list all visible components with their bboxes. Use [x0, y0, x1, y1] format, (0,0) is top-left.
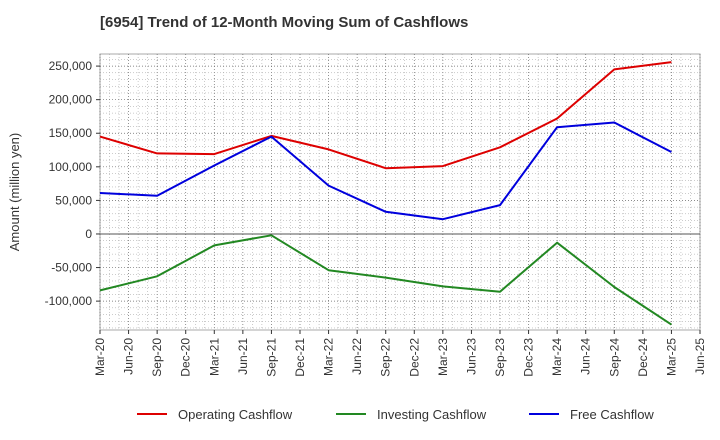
x-tick-label: Mar-20 — [93, 338, 107, 376]
x-tick-label: Sep-21 — [264, 338, 278, 377]
legend-label-operating-cashflow: Operating Cashflow — [178, 407, 293, 422]
grid-lines — [99, 54, 701, 330]
legend: Operating Cashflow Investing Cashflow Free… — [137, 407, 654, 422]
x-tick-label: Jun-21 — [236, 338, 250, 375]
y-tick-label: -100,000 — [45, 294, 93, 308]
plot-area — [99, 53, 701, 331]
y-tick-label: 0 — [85, 227, 92, 241]
x-tick-label: Jun-24 — [579, 338, 593, 375]
y-tick-label: -50,000 — [51, 261, 92, 275]
x-axis-ticks: Mar-20 Jun-20 Sep-20 Dec-20 Mar-21 Jun-21 Sep-… — [93, 330, 707, 377]
series-group — [99, 61, 672, 326]
legend-label-investing-cashflow: Investing Cashflow — [377, 407, 487, 422]
x-tick-label: Mar-25 — [664, 338, 678, 376]
x-tick-label: Jun-20 — [122, 338, 136, 375]
x-tick-label: Mar-21 — [207, 338, 221, 376]
x-tick-label: Mar-23 — [436, 338, 450, 376]
y-tick-label: 50,000 — [55, 193, 92, 207]
x-tick-label: Dec-23 — [522, 338, 536, 377]
y-axis-ticks: 250,000 200,000 150,000 100,000 50,000 0 -50,0… — [45, 59, 100, 308]
legend-label-free-cashflow: Free Cashflow — [570, 407, 654, 422]
y-tick-label: 100,000 — [49, 160, 93, 174]
y-tick-label: 150,000 — [49, 126, 93, 140]
x-tick-label: Sep-23 — [493, 338, 507, 377]
y-axis-title: Amount (million yen) — [7, 133, 22, 252]
x-tick-label: Sep-20 — [150, 338, 164, 377]
x-tick-label: Dec-22 — [407, 338, 421, 377]
x-tick-label: Mar-22 — [322, 338, 336, 376]
x-tick-label: Jun-23 — [464, 338, 478, 375]
x-tick-label: Dec-24 — [636, 338, 650, 377]
x-tick-label: Jun-25 — [693, 338, 707, 375]
x-tick-label: Sep-24 — [607, 338, 621, 377]
y-tick-label: 250,000 — [49, 59, 93, 73]
x-tick-label: Mar-24 — [550, 338, 564, 376]
chart-title: [6954] Trend of 12-Month Moving Sum of C… — [100, 14, 469, 31]
x-tick-label: Dec-20 — [179, 338, 193, 377]
x-tick-label: Jun-22 — [350, 338, 364, 375]
x-tick-label: Sep-22 — [379, 338, 393, 377]
x-tick-label: Dec-21 — [293, 338, 307, 377]
y-tick-label: 200,000 — [49, 93, 93, 107]
